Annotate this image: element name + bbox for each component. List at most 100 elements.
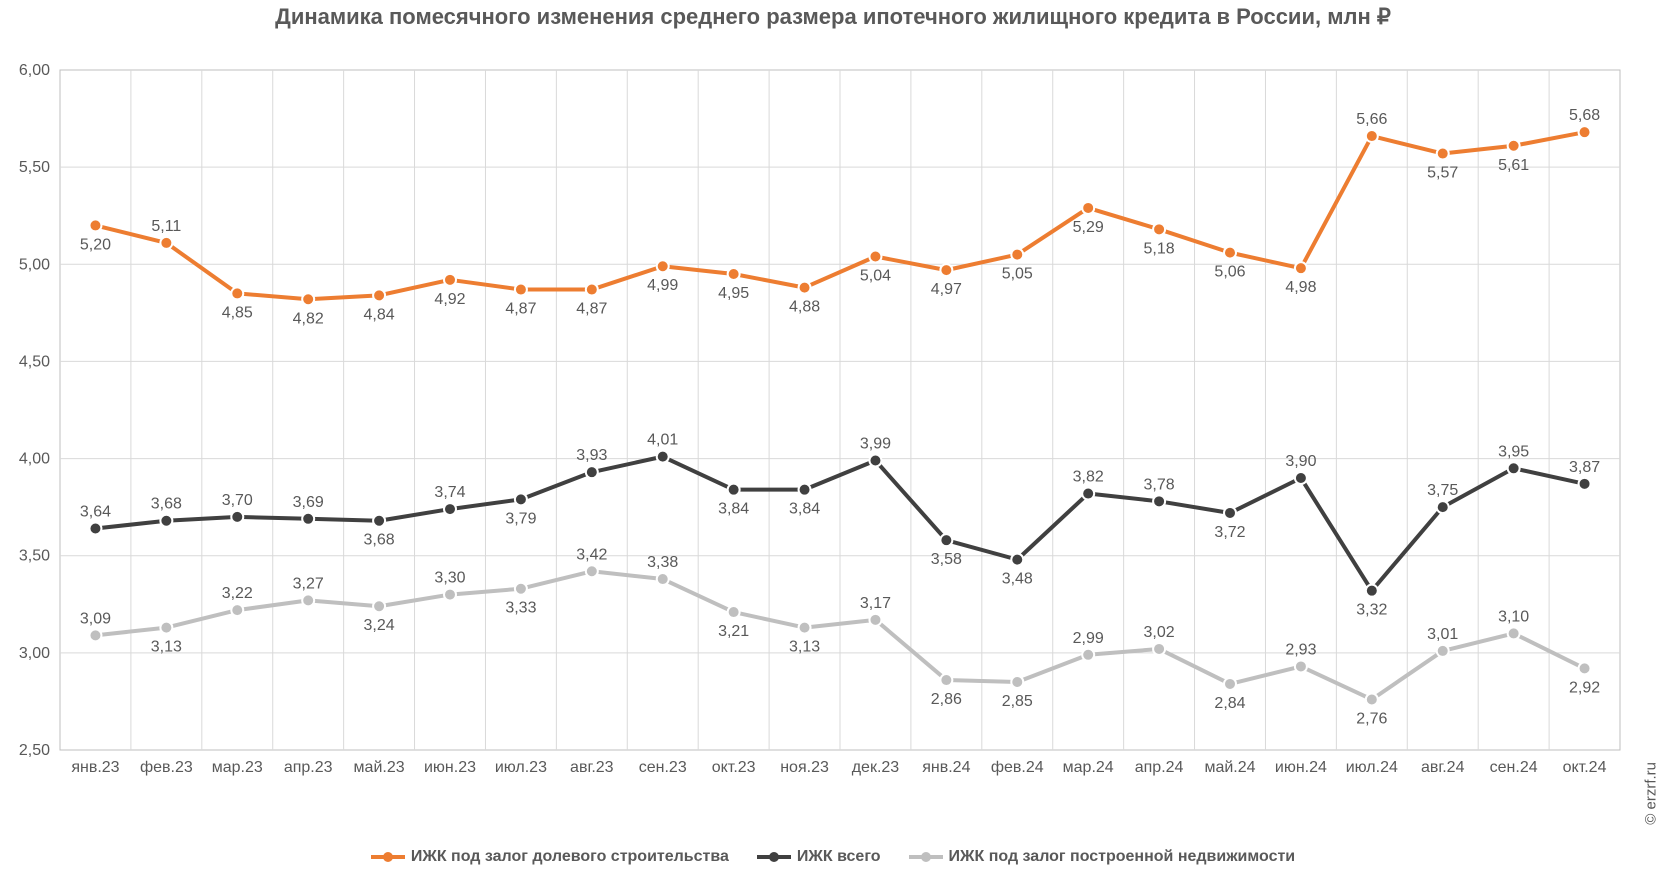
svg-text:апр.23: апр.23 bbox=[284, 759, 333, 776]
svg-text:6,00: 6,00 bbox=[19, 62, 50, 79]
chart-legend: ИЖК под залог долевого строительства ИЖК … bbox=[0, 848, 1666, 866]
svg-text:апр.24: апр.24 bbox=[1135, 759, 1184, 776]
svg-text:2,84: 2,84 bbox=[1214, 695, 1245, 712]
svg-text:4,98: 4,98 bbox=[1285, 279, 1316, 296]
svg-text:3,33: 3,33 bbox=[505, 600, 536, 617]
svg-text:4,87: 4,87 bbox=[576, 301, 607, 318]
svg-text:5,04: 5,04 bbox=[860, 268, 891, 285]
svg-text:5,20: 5,20 bbox=[80, 236, 111, 253]
svg-text:3,32: 3,32 bbox=[1356, 602, 1387, 619]
chart-plot: 2,503,003,504,004,505,005,506,00янв.23фе… bbox=[0, 0, 1666, 872]
svg-text:июн.23: июн.23 bbox=[424, 759, 476, 776]
svg-text:3,00: 3,00 bbox=[19, 645, 50, 662]
svg-text:янв.24: янв.24 bbox=[922, 759, 970, 776]
svg-text:3,75: 3,75 bbox=[1427, 482, 1458, 499]
svg-text:5,61: 5,61 bbox=[1498, 157, 1529, 174]
svg-text:3,78: 3,78 bbox=[1144, 476, 1175, 493]
svg-text:5,66: 5,66 bbox=[1356, 111, 1387, 128]
legend-label: ИЖК всего bbox=[797, 848, 881, 866]
svg-text:5,06: 5,06 bbox=[1214, 264, 1245, 281]
legend-swatch bbox=[371, 850, 405, 864]
svg-text:3,01: 3,01 bbox=[1427, 626, 1458, 643]
svg-text:2,50: 2,50 bbox=[19, 742, 50, 759]
svg-text:2,92: 2,92 bbox=[1569, 679, 1600, 696]
svg-text:3,68: 3,68 bbox=[364, 532, 395, 549]
svg-text:3,84: 3,84 bbox=[718, 501, 749, 518]
legend-item: ИЖК всего bbox=[757, 848, 881, 866]
legend-label: ИЖК под залог долевого строительства bbox=[411, 848, 729, 866]
svg-text:5,05: 5,05 bbox=[1002, 266, 1033, 283]
svg-text:июл.24: июл.24 bbox=[1346, 759, 1398, 776]
svg-text:3,17: 3,17 bbox=[860, 595, 891, 612]
svg-text:2,76: 2,76 bbox=[1356, 710, 1387, 727]
svg-text:3,21: 3,21 bbox=[718, 623, 749, 640]
svg-text:3,68: 3,68 bbox=[151, 496, 182, 513]
legend-swatch bbox=[757, 850, 791, 864]
svg-text:2,99: 2,99 bbox=[1073, 630, 1104, 647]
svg-text:4,84: 4,84 bbox=[364, 306, 395, 323]
svg-text:3,74: 3,74 bbox=[434, 484, 465, 501]
legend-item: ИЖК под залог долевого строительства bbox=[371, 848, 729, 866]
svg-text:5,00: 5,00 bbox=[19, 256, 50, 273]
svg-text:4,87: 4,87 bbox=[505, 301, 536, 318]
svg-text:мар.24: мар.24 bbox=[1063, 759, 1114, 776]
svg-text:авг.23: авг.23 bbox=[570, 759, 614, 776]
svg-text:дек.23: дек.23 bbox=[852, 759, 900, 776]
svg-text:3,70: 3,70 bbox=[222, 492, 253, 509]
svg-text:2,86: 2,86 bbox=[931, 691, 962, 708]
svg-text:2,93: 2,93 bbox=[1285, 641, 1316, 658]
svg-text:3,38: 3,38 bbox=[647, 554, 678, 571]
svg-text:3,27: 3,27 bbox=[293, 575, 324, 592]
svg-text:5,68: 5,68 bbox=[1569, 107, 1600, 124]
svg-text:4,95: 4,95 bbox=[718, 285, 749, 302]
svg-text:3,93: 3,93 bbox=[576, 447, 607, 464]
svg-text:3,95: 3,95 bbox=[1498, 443, 1529, 460]
svg-text:5,11: 5,11 bbox=[151, 218, 181, 235]
svg-text:3,13: 3,13 bbox=[789, 639, 820, 656]
svg-text:5,29: 5,29 bbox=[1073, 219, 1104, 236]
svg-text:фев.24: фев.24 bbox=[991, 759, 1044, 776]
svg-text:окт.24: окт.24 bbox=[1563, 759, 1607, 776]
svg-text:сен.23: сен.23 bbox=[639, 759, 687, 776]
svg-text:3,79: 3,79 bbox=[505, 510, 536, 527]
chart-container: Динамика помесячного изменения среднего … bbox=[0, 0, 1666, 872]
svg-text:3,69: 3,69 bbox=[293, 494, 324, 511]
svg-text:4,97: 4,97 bbox=[931, 281, 962, 298]
svg-text:сен.24: сен.24 bbox=[1490, 759, 1538, 776]
svg-text:3,13: 3,13 bbox=[151, 639, 182, 656]
svg-text:авг.24: авг.24 bbox=[1421, 759, 1465, 776]
svg-text:июн.24: июн.24 bbox=[1275, 759, 1327, 776]
svg-text:май.23: май.23 bbox=[354, 759, 405, 776]
svg-text:4,88: 4,88 bbox=[789, 299, 820, 316]
svg-text:мар.23: мар.23 bbox=[212, 759, 263, 776]
svg-text:3,87: 3,87 bbox=[1569, 459, 1600, 476]
svg-text:5,50: 5,50 bbox=[19, 159, 50, 176]
svg-text:5,18: 5,18 bbox=[1144, 240, 1175, 257]
svg-text:3,42: 3,42 bbox=[576, 546, 607, 563]
legend-item: ИЖК под залог построенной недвижимости bbox=[909, 848, 1296, 866]
svg-text:3,64: 3,64 bbox=[80, 504, 111, 521]
svg-text:4,00: 4,00 bbox=[19, 451, 50, 468]
legend-label: ИЖК под залог построенной недвижимости bbox=[949, 848, 1296, 866]
svg-text:4,82: 4,82 bbox=[293, 310, 324, 327]
svg-text:3,58: 3,58 bbox=[931, 551, 962, 568]
svg-text:окт.23: окт.23 bbox=[712, 759, 756, 776]
svg-text:4,01: 4,01 bbox=[647, 432, 678, 449]
svg-text:3,82: 3,82 bbox=[1073, 469, 1104, 486]
svg-text:фев.23: фев.23 bbox=[140, 759, 193, 776]
svg-text:4,99: 4,99 bbox=[647, 277, 678, 294]
svg-text:3,48: 3,48 bbox=[1002, 571, 1033, 588]
svg-text:3,24: 3,24 bbox=[364, 617, 395, 634]
svg-text:янв.23: янв.23 bbox=[71, 759, 119, 776]
svg-text:3,10: 3,10 bbox=[1498, 608, 1529, 625]
svg-text:3,84: 3,84 bbox=[789, 501, 820, 518]
svg-text:3,50: 3,50 bbox=[19, 548, 50, 565]
svg-text:3,99: 3,99 bbox=[860, 436, 891, 453]
svg-text:3,90: 3,90 bbox=[1285, 453, 1316, 470]
svg-text:4,92: 4,92 bbox=[434, 291, 465, 308]
svg-text:3,09: 3,09 bbox=[80, 610, 111, 627]
svg-text:3,30: 3,30 bbox=[434, 570, 465, 587]
svg-text:3,02: 3,02 bbox=[1144, 624, 1175, 641]
svg-text:3,72: 3,72 bbox=[1214, 524, 1245, 541]
svg-text:июл.23: июл.23 bbox=[495, 759, 547, 776]
